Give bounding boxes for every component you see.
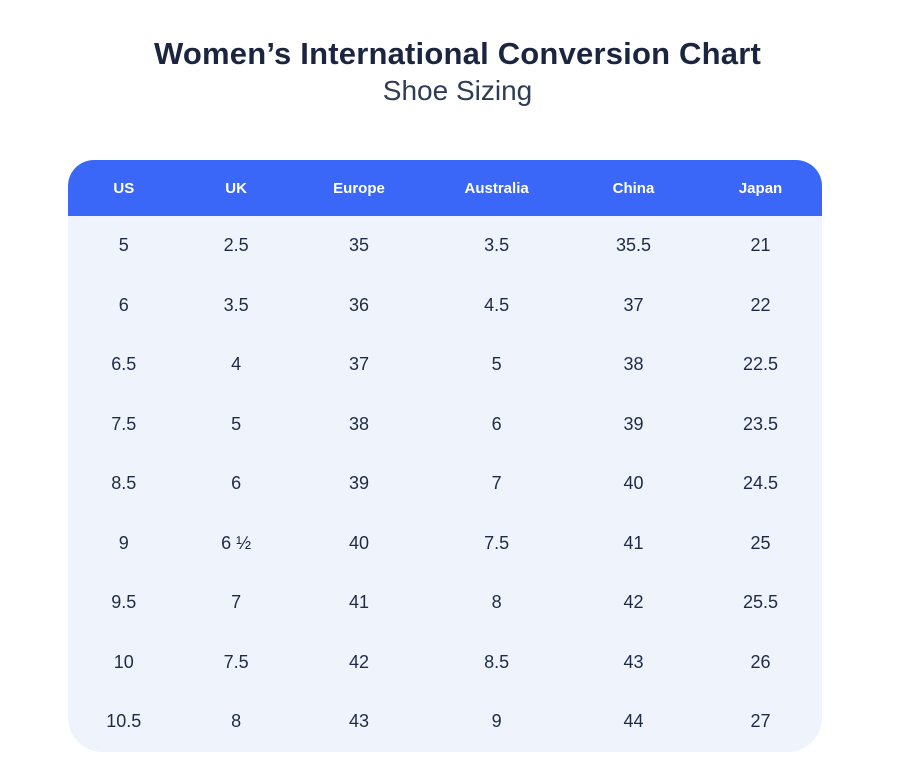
table-cell: 38 <box>567 335 700 395</box>
table-cell: 37 <box>567 275 700 335</box>
table-cell: 4.5 <box>425 275 568 335</box>
table-cell: 43 <box>292 692 426 752</box>
table-cell: 8.5 <box>425 632 568 692</box>
table-cell: 43 <box>567 632 700 692</box>
table-cell: 7.5 <box>68 394 180 454</box>
table-cell: 21 <box>699 216 822 276</box>
table-cell: 42 <box>567 573 700 633</box>
shoe-size-conversion-table: US UK Europe Australia China Japan 5 2.5 35 3.5 3… <box>68 160 822 752</box>
table-cell: 39 <box>292 454 426 514</box>
table-cell: 7.5 <box>425 513 568 573</box>
table-row: 10 7.5 42 8.5 43 26 <box>68 632 822 692</box>
table-cell: 39 <box>567 394 700 454</box>
table-cell: 9 <box>425 692 568 752</box>
table-header-row: US UK Europe Australia China Japan <box>68 160 822 216</box>
table-cell: 3.5 <box>179 275 293 335</box>
table-cell: 36 <box>292 275 426 335</box>
table-cell: 8 <box>179 692 293 752</box>
table-cell: 35 <box>292 216 426 276</box>
table-cell: 5 <box>179 394 293 454</box>
column-header-japan: Japan <box>699 160 822 216</box>
table-cell: 40 <box>567 454 700 514</box>
table-cell: 8.5 <box>68 454 180 514</box>
table-row: 9.5 7 41 8 42 25.5 <box>68 573 822 633</box>
table-cell: 10.5 <box>68 692 180 752</box>
table-cell: 5 <box>68 216 180 276</box>
column-header-china: China <box>567 160 700 216</box>
table-cell: 24.5 <box>699 454 822 514</box>
conversion-table-container: US UK Europe Australia China Japan 5 2.5 35 3.5 3… <box>68 160 822 752</box>
table-cell: 9.5 <box>68 573 180 633</box>
column-header-europe: Europe <box>292 160 426 216</box>
table-cell: 7 <box>425 454 568 514</box>
table-cell: 7 <box>179 573 293 633</box>
table-cell: 44 <box>567 692 700 752</box>
table-cell: 6 <box>179 454 293 514</box>
table-cell: 6.5 <box>68 335 180 395</box>
table-cell: 26 <box>699 632 822 692</box>
table-cell: 38 <box>292 394 426 454</box>
table-cell: 3.5 <box>425 216 568 276</box>
table-cell: 41 <box>292 573 426 633</box>
table-row: 6.5 4 37 5 38 22.5 <box>68 335 822 395</box>
table-cell: 40 <box>292 513 426 573</box>
table-cell: 5 <box>425 335 568 395</box>
table-row: 6 3.5 36 4.5 37 22 <box>68 275 822 335</box>
table-row: 5 2.5 35 3.5 35.5 21 <box>68 216 822 276</box>
table-cell: 6 <box>425 394 568 454</box>
table-cell: 4 <box>179 335 293 395</box>
column-header-us: US <box>68 160 180 216</box>
table-cell: 22 <box>699 275 822 335</box>
table-cell: 9 <box>68 513 180 573</box>
table-cell: 2.5 <box>179 216 293 276</box>
page-subtitle: Shoe Sizing <box>382 74 533 106</box>
table-header: US UK Europe Australia China Japan <box>68 160 822 216</box>
table-cell: 6 <box>68 275 180 335</box>
table-cell: 27 <box>699 692 822 752</box>
page-title: Women’s International Conversion Chart <box>153 36 761 71</box>
table-cell: 35.5 <box>567 216 700 276</box>
table-cell: 7.5 <box>179 632 293 692</box>
table-row: 10.5 8 43 9 44 27 <box>68 692 822 752</box>
table-row: 8.5 6 39 7 40 24.5 <box>68 454 822 514</box>
table-cell: 42 <box>292 632 426 692</box>
table-cell: 8 <box>425 573 568 633</box>
table-body: 5 2.5 35 3.5 35.5 21 6 3.5 36 4.5 37 22 6.5 4 37 5 38 22.… <box>68 216 822 752</box>
table-cell: 22.5 <box>699 335 822 395</box>
column-header-uk: UK <box>179 160 293 216</box>
table-cell: 23.5 <box>699 394 822 454</box>
column-header-australia: Australia <box>425 160 568 216</box>
table-cell: 41 <box>567 513 700 573</box>
table-cell: 10 <box>68 632 180 692</box>
table-cell: 37 <box>292 335 426 395</box>
table-cell: 6 ½ <box>179 513 293 573</box>
table-row: 7.5 5 38 6 39 23.5 <box>68 394 822 454</box>
table-cell: 25 <box>699 513 822 573</box>
table-cell: 25.5 <box>699 573 822 633</box>
